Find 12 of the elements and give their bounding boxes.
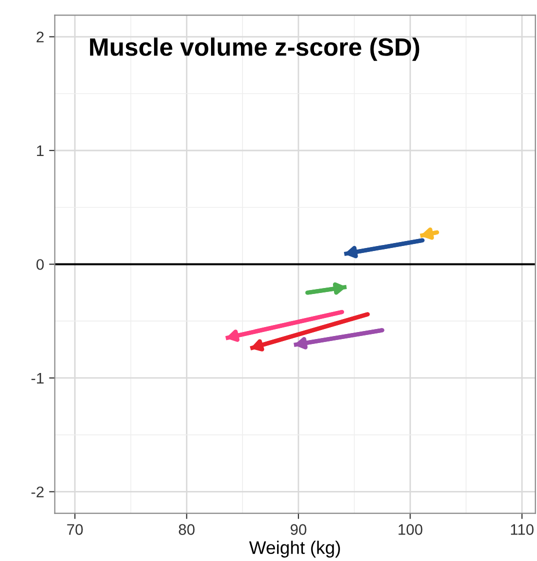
x-tick-label: 70 (67, 524, 83, 535)
x-tick-label: 110 (510, 524, 534, 535)
y-tick-label: 1 (37, 146, 44, 156)
x-tick-label: 100 (398, 524, 422, 535)
y-tick-label: 0 (36, 259, 44, 270)
y-tick-label: -2 (31, 486, 44, 498)
text: Muscle volume z-score (SD) (90, 38, 420, 61)
x-tick-label: 80 (178, 524, 195, 535)
y-tick-label: -1 (31, 372, 44, 384)
x-axis-title: Weight (kg) (249, 540, 340, 558)
x-tick-label: 90 (290, 524, 306, 535)
y-tick-label: 2 (36, 32, 44, 42)
